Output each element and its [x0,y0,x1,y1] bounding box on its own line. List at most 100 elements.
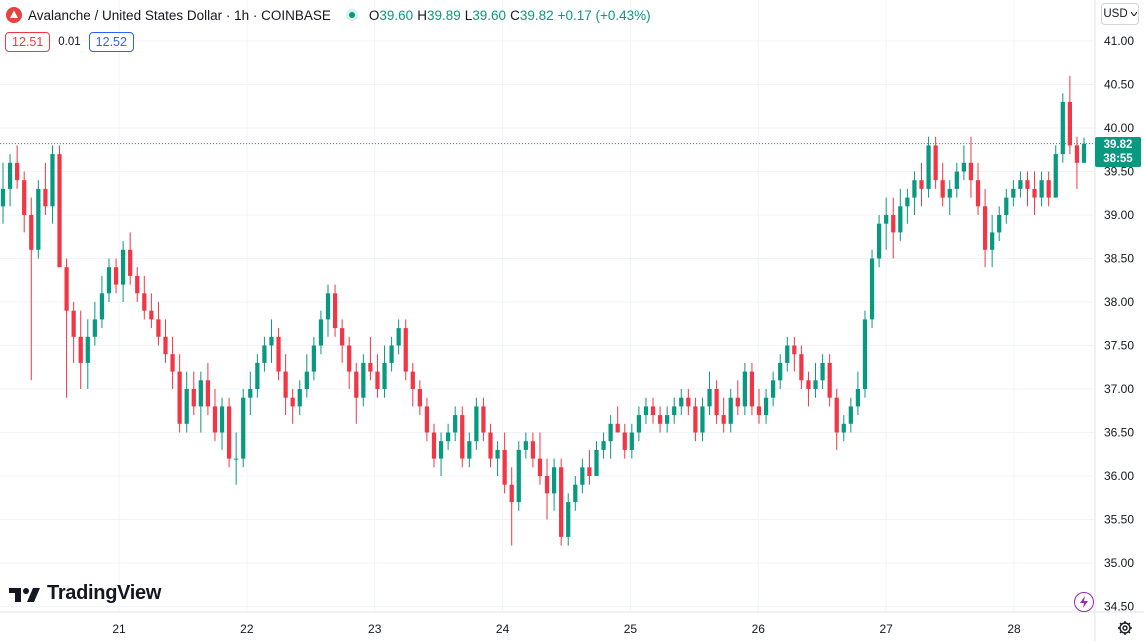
candle [177,354,182,433]
candle-body [615,423,620,433]
candle-body [184,389,189,424]
candle-body [495,449,500,459]
candle-body [255,362,260,389]
candle-body [594,449,599,476]
sell-price-button[interactable]: 12.51 [5,32,51,52]
candle-body [1053,154,1058,198]
candle-body [354,371,359,398]
x-tick-label: 21 [112,622,126,636]
candle-body [580,467,585,485]
candle [22,171,27,233]
candle-body [0,188,6,207]
candle [453,406,458,442]
candle-body [43,188,48,207]
candle-body [905,197,910,207]
candle-body [198,380,203,407]
candle-body [820,362,825,381]
candle [283,354,288,416]
candle [799,345,804,389]
candle-body [410,371,415,389]
y-tick-label: 40.50 [1104,78,1134,92]
candle [763,389,769,424]
candle-body [898,206,903,233]
candle [92,302,97,346]
candle-body [304,371,309,389]
candle-body [650,406,656,416]
candle [262,336,267,372]
candle [629,423,634,459]
candle-body [212,406,218,433]
candle-body [481,406,486,433]
candle [1060,93,1065,163]
chevron-down-icon [1130,12,1137,16]
candle-body [142,293,147,311]
candle [785,336,790,372]
candle-body [509,484,514,503]
candle [474,397,479,450]
candle [580,458,585,494]
symbol-title[interactable]: Avalanche / United States Dollar · 1h · … [28,7,331,23]
candle [0,162,6,224]
candle-body [516,449,521,503]
candle-body [7,162,13,189]
tradingview-watermark[interactable]: TradingView [9,582,161,605]
candle-body [968,162,974,181]
candle [212,389,218,442]
candle [502,432,507,494]
candle-body [396,328,401,346]
candle [968,136,974,198]
candle [898,188,903,242]
bar-countdown: 38:55 [1103,153,1133,165]
candle-body [926,145,931,189]
y-tick-label: 34.50 [1104,600,1134,614]
candle-body [891,215,896,233]
candle [43,162,48,215]
y-tick-label: 41.00 [1104,34,1134,48]
candle [241,389,246,468]
candle [679,389,684,416]
candle-body [566,502,571,537]
candle-body [707,389,712,407]
candle [862,310,868,398]
candle [566,493,571,546]
candle [636,406,642,442]
candle [1053,145,1058,198]
candle [481,397,486,442]
candle-body [608,423,613,442]
y-tick-label: 39.00 [1104,208,1134,222]
candle [396,319,401,355]
candle [135,267,140,302]
candle [78,310,83,389]
candle [756,389,762,424]
candle [544,458,550,520]
candle [368,336,373,381]
gear-icon[interactable] [1117,620,1133,636]
candle [990,215,995,268]
buy-price-button[interactable]: 12.52 [88,32,134,52]
candle [742,362,747,416]
market-open-dot-icon[interactable] [345,8,359,22]
candle-body [1074,145,1080,163]
candle-body [643,406,649,416]
candle [622,423,627,459]
candle [184,371,189,433]
candle [933,136,938,189]
candle [1011,180,1016,207]
candle-body [869,258,875,320]
candle-body [1046,180,1051,198]
candle-body [156,319,161,337]
candle-body [92,319,97,337]
lightning-icon[interactable] [1074,592,1094,612]
candle [354,362,359,424]
candle-body [990,232,995,250]
candle [142,275,147,320]
candle-body [438,441,444,459]
candle-body [975,180,981,207]
candle-body [919,180,924,189]
currency-selector[interactable]: USD [1101,3,1139,25]
candle [919,162,924,207]
candle [198,371,203,433]
candle-body [559,467,564,537]
candle-body [311,345,316,372]
